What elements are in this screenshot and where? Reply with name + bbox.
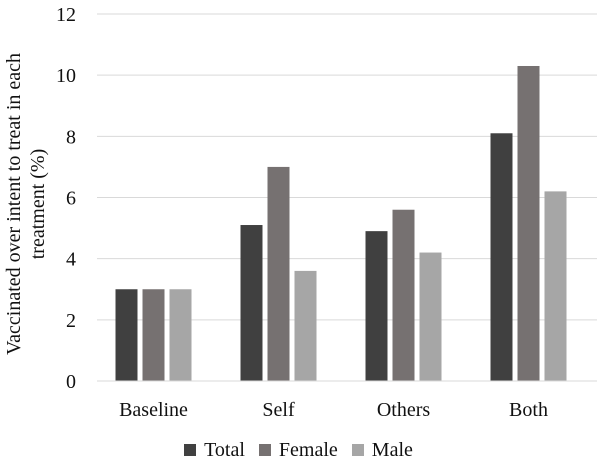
legend: Total Female Male xyxy=(0,438,597,462)
x-tick-label: Self xyxy=(262,399,295,421)
y-tick-label: 4 xyxy=(66,249,76,271)
x-tick-label: Both xyxy=(509,399,548,421)
y-axis-label-line: Vaccinated over intent to treat in each xyxy=(3,53,25,355)
bar-male-both xyxy=(544,191,567,381)
legend-swatch xyxy=(351,444,364,456)
legend-swatch xyxy=(184,444,197,456)
x-tick-label: Others xyxy=(377,399,431,421)
bar-female-self xyxy=(267,166,290,381)
x-tick-label: Baseline xyxy=(119,399,188,421)
legend-label: Male xyxy=(371,438,413,461)
y-tick-label: 8 xyxy=(66,126,76,148)
bar-total-both xyxy=(490,133,513,381)
y-axis-ticks: 0 2 4 6 8 10 12 xyxy=(56,4,76,393)
bars xyxy=(115,65,567,381)
legend-swatch xyxy=(258,444,271,456)
y-tick-label: 12 xyxy=(56,4,76,26)
y-tick-label: 10 xyxy=(56,65,76,87)
bar-total-self xyxy=(240,225,263,381)
bar-male-self xyxy=(294,270,317,381)
gridlines xyxy=(97,13,597,321)
bar-total-others xyxy=(365,231,388,381)
y-tick-label: 2 xyxy=(66,310,76,332)
bar-female-others xyxy=(392,209,415,381)
bar-male-others xyxy=(419,252,442,381)
y-axis-label-line: treatment (%) xyxy=(27,149,49,260)
legend-item-total: Total xyxy=(184,439,245,462)
legend-label: Total xyxy=(204,438,245,461)
bar-total-baseline xyxy=(115,289,138,381)
x-axis-category-labels: Baseline Self Others Both xyxy=(119,399,548,421)
legend-label: Female xyxy=(278,438,338,461)
legend-item-female: Female xyxy=(258,438,338,462)
y-axis-label: Vaccinated over intent to treat in each t… xyxy=(3,53,49,355)
y-tick-label: 6 xyxy=(66,188,76,210)
y-tick-label: 0 xyxy=(66,371,76,393)
bar-female-both xyxy=(517,65,540,381)
bar-male-baseline xyxy=(169,289,192,381)
bar-female-baseline xyxy=(142,289,165,381)
legend-item-male: Male xyxy=(351,438,413,462)
